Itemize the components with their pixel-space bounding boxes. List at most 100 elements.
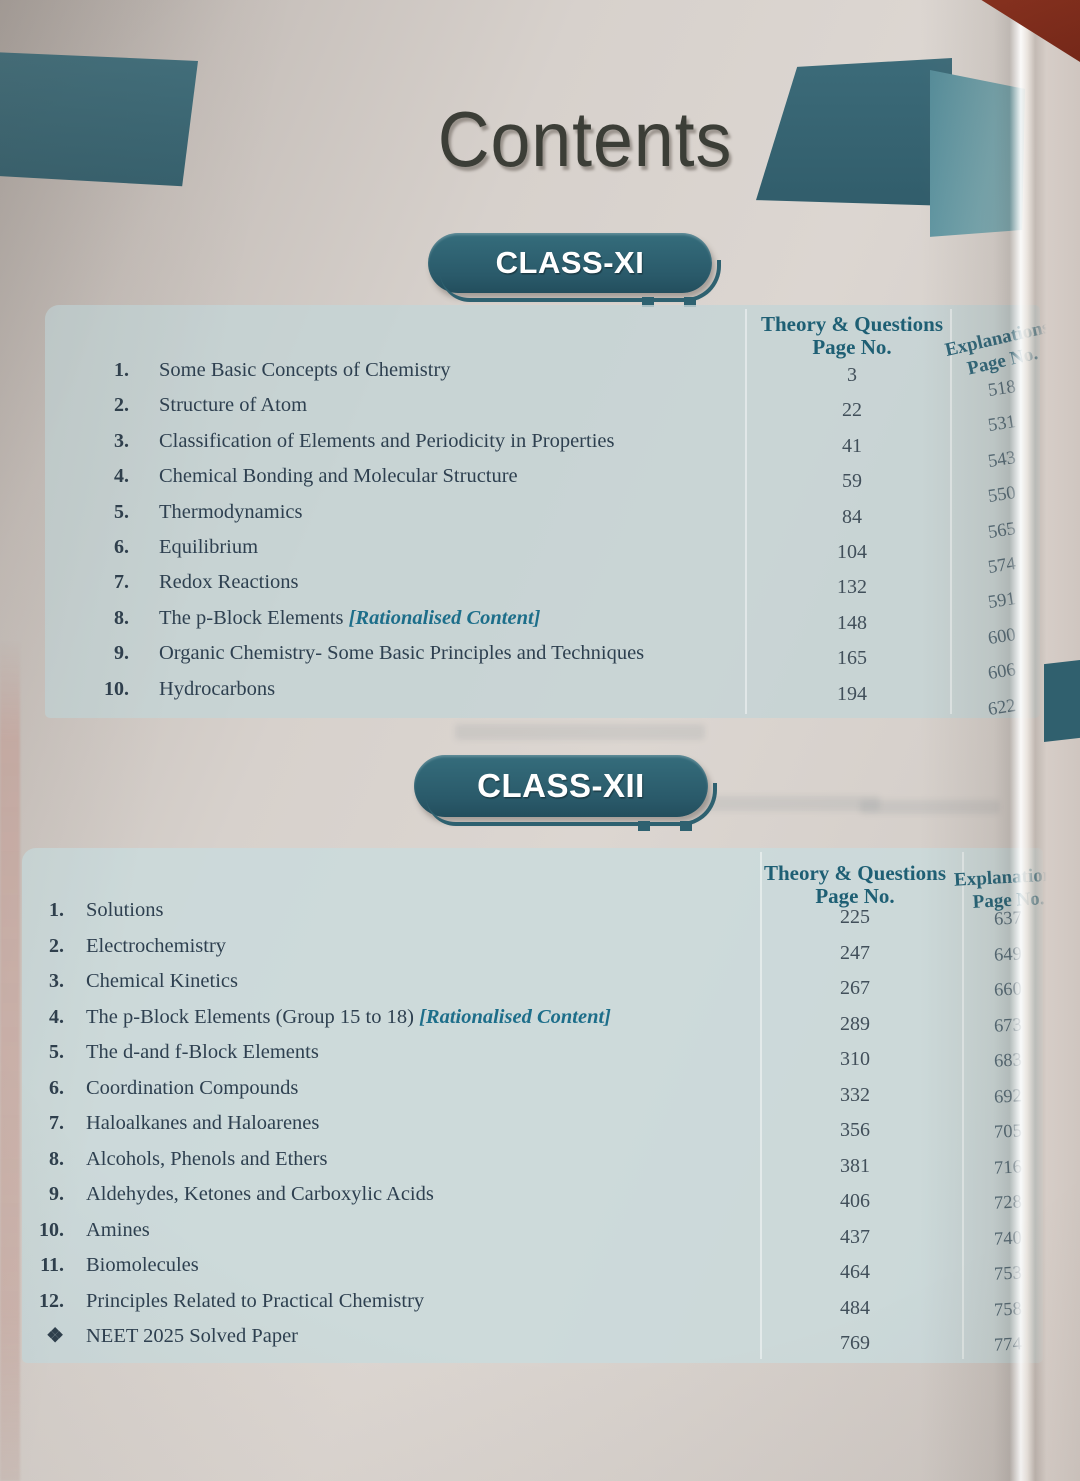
chapter-number: 7. [49,1112,64,1134]
chapter-number: 6. [49,1076,64,1099]
chapter-number: 5. [114,500,129,523]
chapter-number: 6. [114,535,129,558]
page-title: Contents [437,95,733,183]
page-edge-teal-block [1044,660,1080,742]
chapter-title: Some Basic Concepts of Chemistry [159,359,451,381]
chapter-number: 3. [114,429,129,452]
toc-row: 11. Biomolecules 464 753 [22,1248,1043,1285]
rationalised-content-tag: [Rationalised Content] [348,606,541,629]
theory-page-number: 104 [837,540,867,563]
table-background [22,848,1043,1363]
title-banner-left [0,52,198,187]
chapter-title: Solutions [86,899,164,921]
toc-row: 8. Alcohols, Phenols and Ethers 381 716 [22,1142,1043,1179]
class-xii-contents-table: Theory & Questions Page No. Explanations… [22,848,1061,1363]
toc-row: 1. Solutions 225 637 [22,893,1043,930]
toc-row: 7. Haloalkanes and Haloarenes 356 705 [22,1106,1043,1143]
chapter-number: 9. [114,642,129,665]
toc-row: 7. Redox Reactions 132 591 [45,565,1040,613]
badge-tab [638,821,650,831]
chapter-title: Chemical Bonding and Molecular Structure [159,465,518,488]
class-xii-badge-label: CLASS-XII [477,767,645,804]
chapter-title: Principles Related to Practical Chemistr… [86,1289,425,1312]
chapter-number: 4. [114,465,129,488]
chapter-number: 11. [40,1254,64,1276]
class-xi-badge: CLASS-XI [428,233,721,307]
toc-row: ❖ NEET 2025 Solved Paper 769 774 [22,1319,1043,1356]
theory-page-number: 194 [837,682,867,705]
theory-page-number: 225 [840,906,870,928]
showthrough-mark [455,724,705,740]
chapter-title: Hydrocarbons [159,677,276,700]
chapter-number: 8. [114,606,129,629]
chapter-title: The d-and f-Block Elements [86,1041,319,1063]
chapter-title: Biomolecules [86,1254,199,1276]
theory-page-number: 247 [840,941,870,964]
toc-row: 4. The p-Block Elements (Group 15 to 18)… [22,1000,1043,1037]
chapter-number: ❖ [46,1325,64,1347]
chapter-title: Redox Reactions [159,571,299,594]
toc-row: 1. Some Basic Concepts of Chemistry 3 51… [45,353,1040,401]
toc-row: 12. Principles Related to Practical Chem… [22,1284,1043,1321]
column-header-theory-questions: Theory & Questions Page No. [763,861,946,908]
chapter-number: 3. [49,970,64,992]
title-banner-curled-edge [930,70,1025,237]
showthrough-mark [860,800,1000,814]
theory-page-number: 406 [840,1190,870,1212]
theory-page-number: 356 [840,1119,870,1141]
theory-page-number: 381 [840,1154,870,1177]
theory-page-number: 165 [837,647,867,670]
badge-tab [680,821,692,831]
title-banner-right [756,58,952,206]
toc-row: 2. Structure of Atom 22 531 [45,388,1040,436]
chapter-title: Organic Chemistry- Some Basic Principles… [159,642,645,665]
class-xi-badge-label: CLASS-XI [495,245,645,280]
toc-row: 2. Electrochemistry 247 649 [22,929,1043,966]
column-separator [760,852,762,1359]
toc-row: 6. Coordination Compounds 332 692 [22,1071,1043,1108]
explanation-page-number: 622 [986,695,1018,720]
chapter-number: 5. [49,1041,64,1063]
toc-row: 10. Amines 437 740 [22,1213,1043,1250]
chapter-number: 2. [49,934,64,957]
theory-page-number: 3 [847,364,857,386]
chapter-title: Electrochemistry [86,934,227,957]
theory-page-number: 289 [840,1012,870,1035]
chapter-title: Alcohols, Phenols and Ethers [86,1147,328,1170]
chapter-title: The p-Block Elements [Rationalised Conte… [159,606,541,629]
chapter-title: Thermodynamics [159,500,303,523]
theory-page-number: 132 [837,576,867,599]
column-header-theory-questions: Theory & Questions Page No. [760,312,943,359]
theory-page-number: 769 [840,1332,870,1354]
theory-page-number: 148 [837,611,867,634]
theory-page-number: 464 [840,1261,870,1283]
chapter-number: 1. [49,899,64,921]
chapter-number: 10. [104,677,129,700]
badge-tab [642,297,654,307]
theory-page-number: 22 [842,399,862,422]
chapter-title: Chemical Kinetics [86,970,238,992]
chapter-number: 12. [39,1289,64,1312]
toc-row: 4. Chemical Bonding and Molecular Struct… [45,459,1040,507]
chapter-rows: 1. Solutions 225 637 2. Electrochemistry… [22,893,1043,1356]
chapter-number: 8. [49,1147,64,1170]
badge-tab [684,297,696,307]
chapter-number: 7. [114,571,129,594]
theory-page-number: 41 [842,434,862,457]
theory-page-number: 484 [840,1296,870,1319]
class-xii-badge: CLASS-XII [414,755,717,831]
theory-page-number: 84 [842,505,862,528]
chapter-title: Haloalkanes and Haloarenes [86,1112,320,1134]
toc-row: 5. Thermodynamics 84 565 [45,495,1040,543]
chapter-title: Classification of Elements and Periodici… [159,429,615,452]
chapter-title: NEET 2025 Solved Paper [86,1325,298,1347]
chapter-number: 2. [114,394,129,417]
rationalised-content-tag: [Rationalised Content] [419,1005,611,1028]
toc-row: 6. Equilibrium 104 574 [45,530,1040,578]
toc-row: 9. Organic Chemistry- Some Basic Princip… [45,636,1040,684]
theory-page-number: 267 [840,977,870,999]
chapter-title: Structure of Atom [159,394,308,417]
theory-page-number: 437 [840,1225,870,1248]
chapter-title: Amines [86,1218,150,1241]
